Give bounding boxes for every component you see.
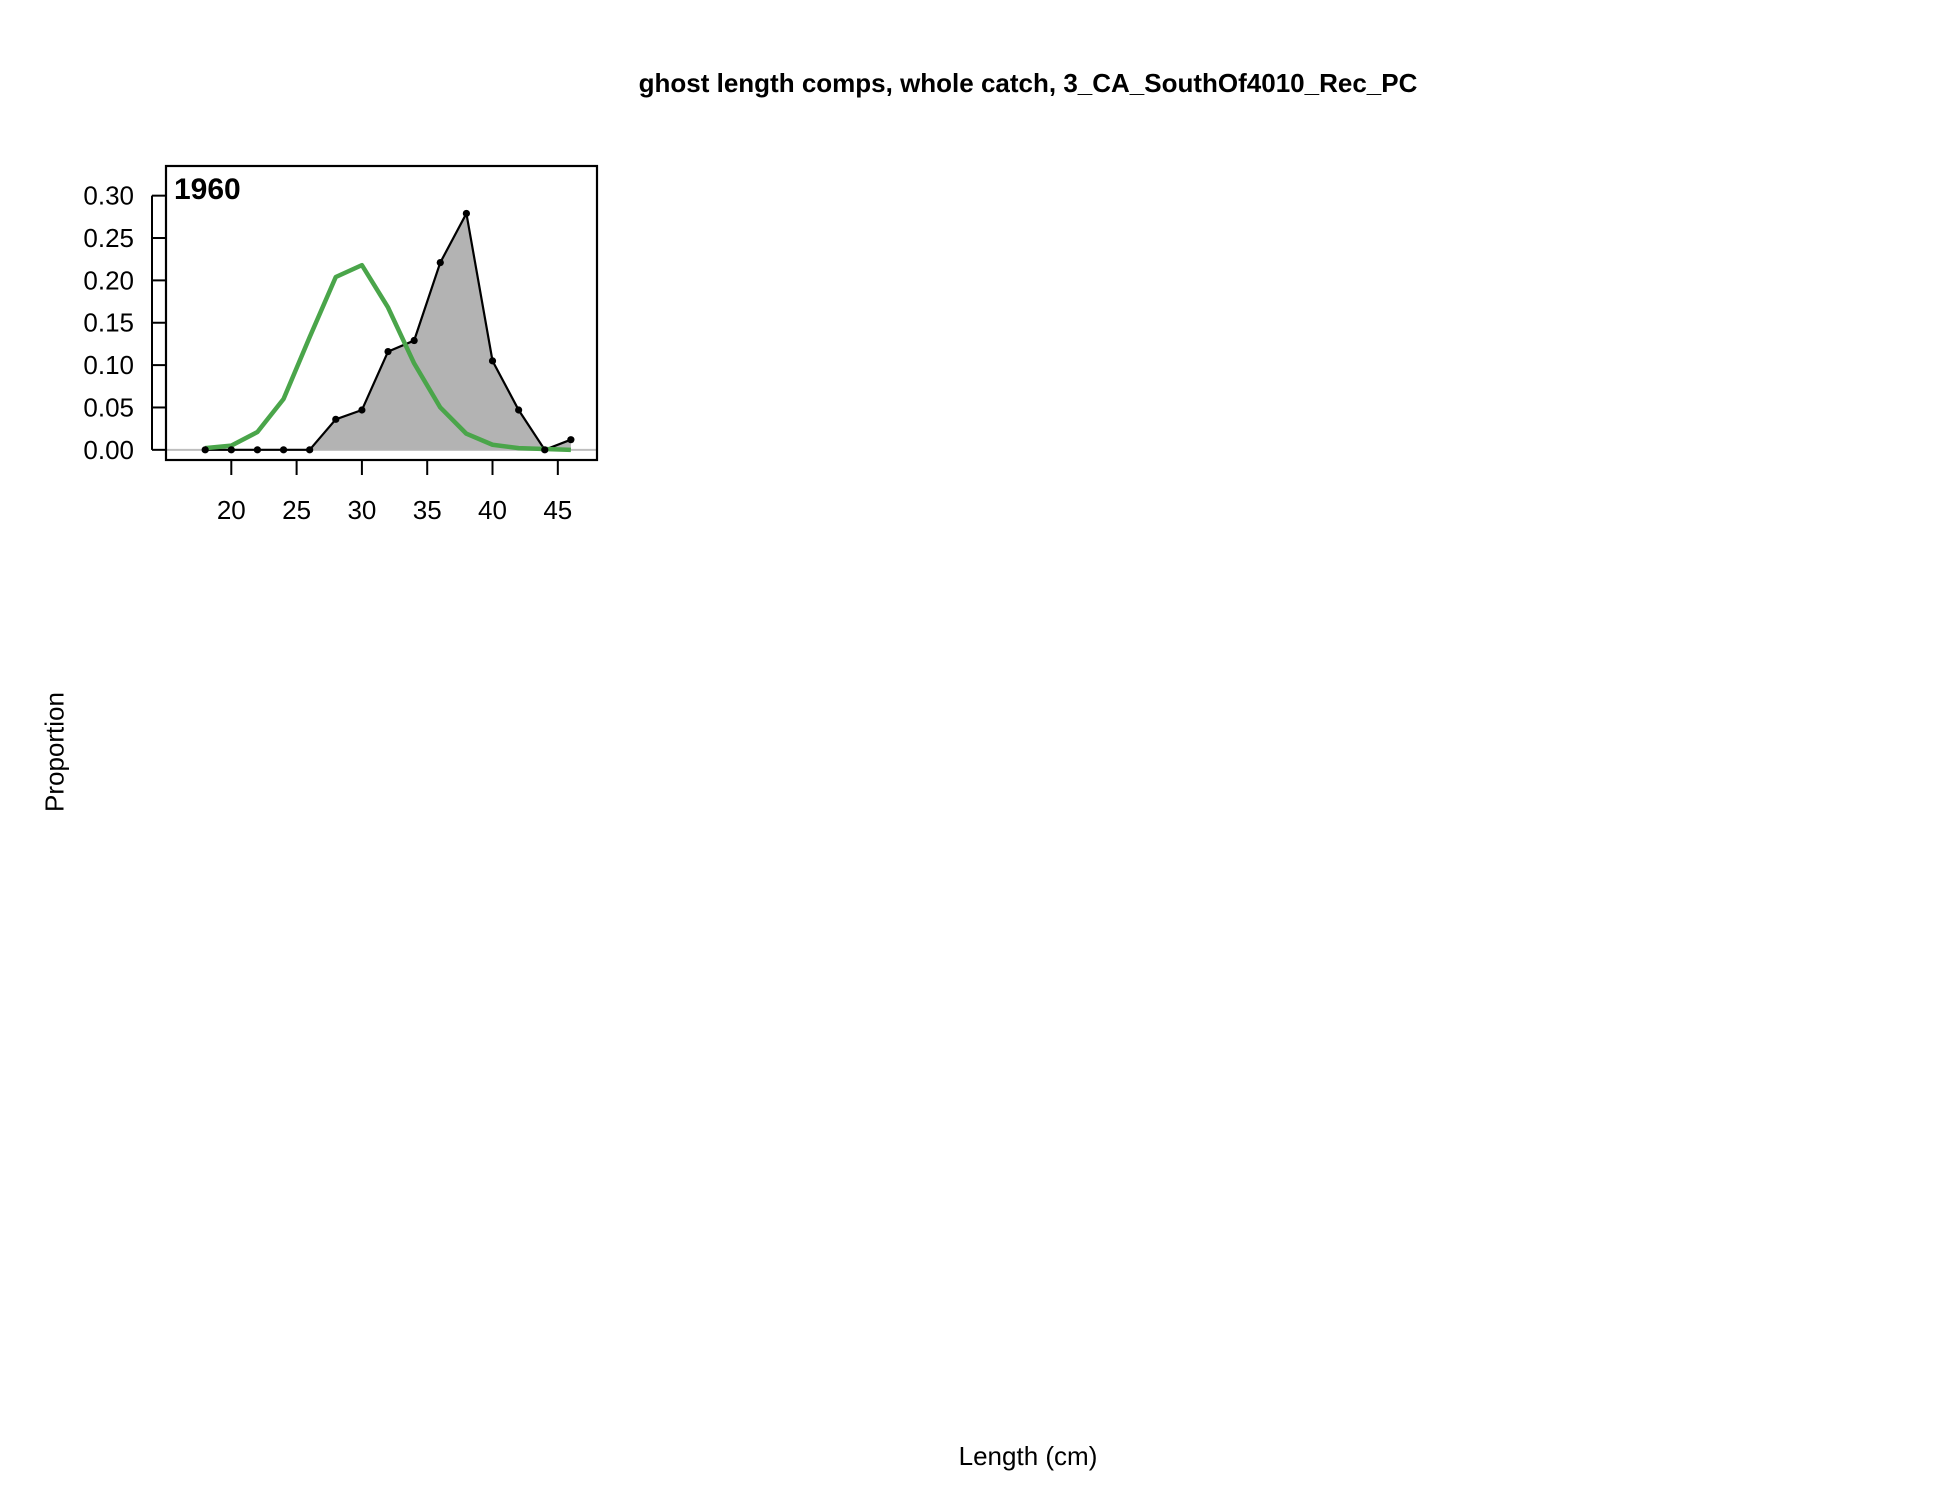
observed-area-fill: [205, 213, 571, 450]
observed-point: [227, 446, 235, 454]
observed-point: [515, 406, 523, 414]
observed-point: [488, 357, 497, 365]
observed-point: [358, 406, 366, 414]
x-axis-label: Length (cm): [958, 1441, 1098, 1471]
y-tick-label: 0.20: [83, 265, 134, 295]
chart-title: ghost length comps, whole catch, 3_CA_So…: [638, 68, 1418, 98]
observed-point: [462, 209, 470, 218]
observed-point: [384, 347, 392, 356]
observed-point: [541, 446, 549, 454]
panel-frame: [164, 164, 599, 462]
y-tick-label: 0.00: [83, 435, 134, 465]
observed-point: [306, 446, 314, 454]
observed-point: [410, 336, 418, 345]
observed-point: [253, 446, 262, 454]
x-tick-label: 30: [347, 495, 376, 525]
y-tick-label: 0.10: [83, 350, 134, 380]
observed-point: [436, 258, 444, 267]
x-tick-label: 25: [282, 495, 311, 525]
y-tick-label: 0.30: [83, 181, 134, 211]
observed-point: [201, 446, 209, 454]
observed-point: [279, 446, 288, 454]
observed-point: [567, 436, 575, 444]
observed-point: [332, 415, 340, 423]
y-tick-label: 0.25: [83, 223, 134, 253]
panel-year-label: 1960: [174, 173, 241, 206]
x-tick-label: 40: [478, 495, 507, 525]
y-tick-label: 0.05: [83, 392, 134, 422]
y-tick-label: 0.15: [83, 308, 134, 338]
expected-line: [204, 262, 571, 453]
x-tick-label: 45: [543, 495, 572, 525]
x-tick-label: 20: [217, 495, 246, 525]
x-tick-label: 35: [413, 495, 442, 525]
